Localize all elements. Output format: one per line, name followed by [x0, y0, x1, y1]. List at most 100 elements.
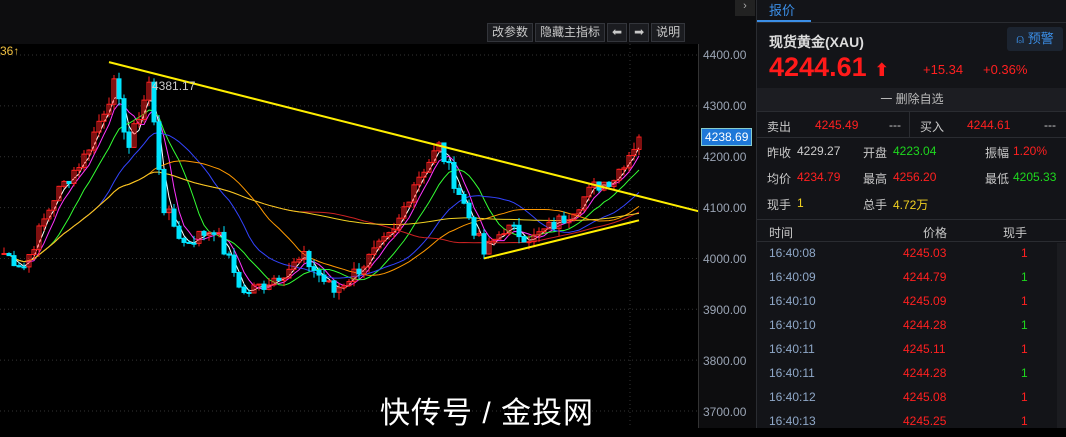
- support-trendline: [483, 219, 640, 260]
- stat-label: 现手: [767, 198, 792, 212]
- candle: [626, 154, 632, 169]
- candle: [296, 258, 302, 263]
- candlestick-plot[interactable]: 4381.17: [0, 0, 698, 428]
- tick-volume: 1: [1021, 318, 1028, 332]
- alarm-button[interactable]: ⍝ 预警: [1007, 27, 1063, 51]
- candle: [191, 242, 197, 245]
- stat-value: 1.20%: [1013, 144, 1048, 158]
- y-tick-label: 4200.00: [703, 150, 747, 164]
- candle: [21, 266, 27, 269]
- tab-quote[interactable]: 报价: [769, 3, 796, 18]
- candle: [541, 228, 547, 233]
- instrument-name: 现货黄金(XAU): [769, 34, 864, 50]
- help-button[interactable]: 说明: [651, 23, 686, 42]
- remove-watchlist-button[interactable]: 一 删除自选: [757, 88, 1066, 111]
- scrollbar[interactable]: [1057, 243, 1066, 428]
- candle: [221, 231, 227, 255]
- tick-price: 4245.09: [903, 294, 947, 308]
- y-tick-label: 3900.00: [703, 303, 747, 317]
- stat-value: 4223.04: [893, 144, 937, 158]
- candle: [396, 217, 402, 230]
- tick-row: 16:40:09 4244.79 1: [757, 270, 1057, 293]
- candle: [231, 254, 237, 273]
- candle: [336, 287, 342, 293]
- tick-price: 4245.11: [903, 342, 946, 356]
- stat-label: 振幅: [985, 146, 1010, 160]
- col-time: 时间: [769, 226, 794, 240]
- tick-time: 16:40:10: [769, 294, 816, 308]
- candle: [171, 208, 177, 227]
- candle: [371, 247, 377, 255]
- candle: [416, 176, 422, 186]
- candle: [351, 268, 357, 283]
- tick-volume: 1: [1021, 342, 1028, 356]
- candle: [431, 150, 437, 163]
- stat-label: 最高: [863, 172, 888, 186]
- right-arrow-button[interactable]: ➡: [629, 23, 650, 42]
- y-tick-label: 4000.00: [703, 252, 747, 266]
- tick-volume: 1: [1021, 294, 1028, 308]
- candle: [426, 161, 432, 173]
- collapse-button[interactable]: ›: [735, 0, 755, 16]
- candle: [546, 221, 552, 230]
- candle: [216, 231, 222, 235]
- y-tick-label: 4300.00: [703, 99, 747, 113]
- stat-value: 4256.20: [893, 170, 937, 184]
- candle: [326, 280, 332, 283]
- y-tick-label: 4100.00: [703, 201, 747, 215]
- left-arrow-button[interactable]: ⬅: [607, 23, 628, 42]
- candle: [341, 285, 347, 289]
- candle: [166, 208, 172, 214]
- candle: [571, 213, 577, 221]
- candle: [331, 280, 337, 293]
- y-tick-label: 3700.00: [703, 405, 747, 419]
- tab-indicator: [757, 20, 811, 22]
- buy-volume: ---: [1044, 118, 1056, 132]
- candle: [346, 281, 352, 287]
- candle: [301, 250, 307, 260]
- price-change: +15.34: [923, 62, 964, 77]
- candle: [411, 184, 417, 203]
- candle: [186, 241, 192, 244]
- candle: [291, 261, 297, 270]
- candle: [251, 284, 257, 294]
- up-arrow-icon: ↑: [13, 44, 20, 58]
- candle: [76, 167, 82, 171]
- hide-indicator-button[interactable]: 隐藏主指标: [535, 23, 606, 42]
- y-tick-label: 4400.00: [703, 48, 747, 62]
- candle: [81, 153, 87, 169]
- candle: [406, 201, 412, 208]
- candle: [16, 265, 22, 268]
- stat-value: 4229.27: [797, 144, 841, 158]
- divider: [757, 137, 1066, 138]
- stat-value: 4.72万: [893, 198, 929, 212]
- alarm-label: 预警: [1027, 31, 1054, 46]
- moving-average-line: [3, 160, 640, 276]
- tick-price: 4245.03: [903, 246, 947, 260]
- candle: [451, 161, 457, 189]
- chart-area[interactable]: 36↑ 改参数 隐藏主指标 ⬅ ➡ 说明 › 4381.17 4400.00 43…: [0, 0, 756, 428]
- candle: [56, 185, 62, 202]
- candle: [381, 236, 387, 242]
- candle: [356, 268, 362, 275]
- candle: [156, 121, 162, 170]
- candle: [46, 209, 52, 220]
- candle: [636, 136, 642, 150]
- stat-label: 最低: [985, 172, 1010, 186]
- legend-value: 36: [0, 44, 14, 58]
- candle: [506, 224, 512, 235]
- candle: [271, 277, 277, 286]
- edit-params-button[interactable]: 改参数: [487, 23, 534, 42]
- candle: [201, 230, 207, 236]
- candle: [126, 131, 132, 148]
- candle: [536, 231, 542, 236]
- candle: [496, 234, 502, 240]
- candle: [476, 233, 482, 236]
- tick-row: 16:40:10 4245.09 1: [757, 294, 1057, 317]
- bell-icon: ⍝: [1016, 31, 1025, 46]
- tick-price: 4244.28: [903, 318, 947, 332]
- divider: [757, 219, 1066, 220]
- candle: [6, 253, 12, 257]
- candle: [501, 233, 507, 236]
- candle: [526, 241, 532, 244]
